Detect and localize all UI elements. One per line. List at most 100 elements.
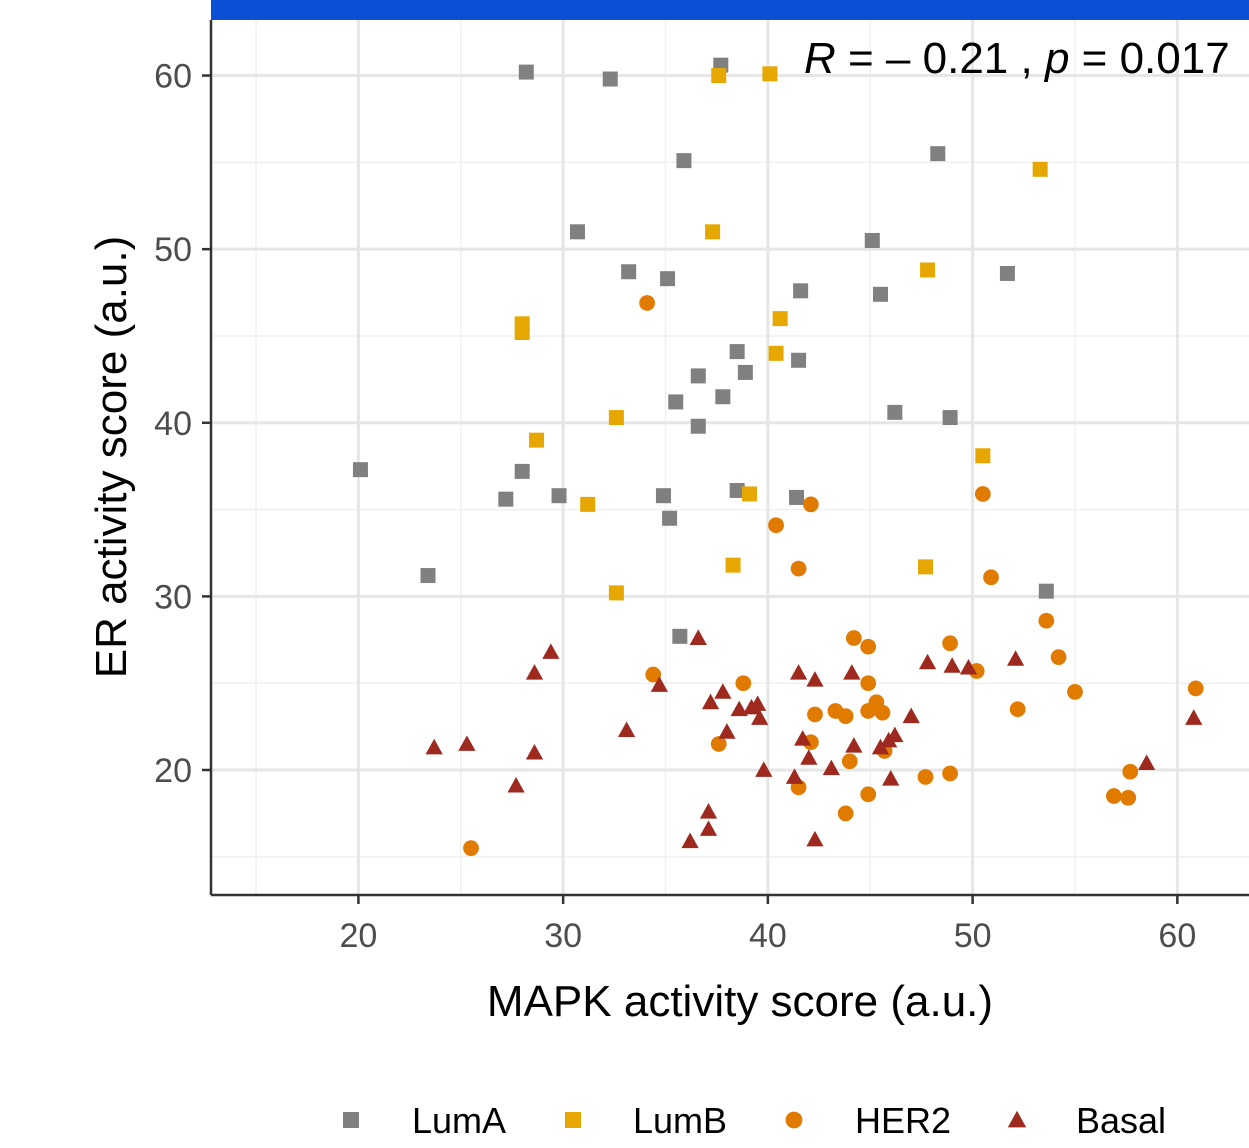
point-basal	[714, 683, 732, 699]
point-basal	[806, 671, 824, 687]
legend-key-basal	[1007, 1110, 1027, 1128]
point-luma	[872, 286, 888, 302]
legend-key-lumb	[565, 1112, 581, 1128]
point-lumb	[705, 224, 721, 240]
point-lumb	[772, 311, 788, 327]
x-axis-title: MAPK activity score (a.u.)	[487, 977, 993, 1026]
point-basal	[943, 657, 961, 673]
point-luma	[690, 418, 706, 434]
point-luma	[729, 482, 745, 498]
point-basal	[822, 759, 840, 776]
point-her2	[463, 840, 479, 856]
point-lumb	[514, 325, 530, 340]
point-luma	[791, 352, 807, 368]
point-basal	[542, 643, 560, 659]
point-her2	[845, 630, 862, 646]
point-her2	[860, 786, 877, 803]
point-lumb	[920, 262, 936, 278]
point-lumb	[918, 559, 934, 575]
point-her2	[807, 706, 823, 723]
point-basal	[918, 653, 937, 670]
point-her2	[837, 708, 854, 725]
point-lumb	[711, 68, 727, 84]
point-basal	[617, 721, 636, 737]
point-luma	[942, 410, 958, 426]
point-luma	[621, 264, 637, 280]
point-luma	[498, 491, 514, 507]
point-her2	[841, 753, 858, 770]
point-basal	[525, 664, 544, 680]
point-luma	[420, 568, 436, 584]
point-basal	[730, 700, 748, 717]
point-luma	[518, 64, 534, 80]
point-her2	[983, 569, 999, 586]
top-blue-band	[211, 0, 1249, 20]
grid-lines	[211, 20, 1249, 895]
point-basal	[785, 768, 804, 784]
y-tick-label: 20	[154, 752, 192, 790]
point-basal	[749, 695, 767, 711]
annotation-r-symbol: R	[804, 34, 836, 83]
point-basal	[689, 629, 707, 645]
point-basal	[806, 830, 824, 847]
x-axis-ticks: 20 30 40 50 60	[339, 895, 1196, 955]
point-basal	[755, 761, 773, 777]
point-her2	[1067, 684, 1083, 700]
point-her2	[802, 496, 819, 513]
point-luma	[551, 488, 567, 504]
point-basal	[681, 832, 699, 849]
point-luma	[737, 364, 753, 380]
point-lumb	[725, 557, 741, 573]
point-her2	[1038, 612, 1055, 629]
point-luma	[999, 265, 1015, 281]
point-luma	[864, 232, 880, 248]
point-basal	[902, 707, 920, 724]
point-luma	[1038, 583, 1054, 599]
point-her2	[917, 769, 934, 785]
legend-label-luma: LumA	[412, 1100, 506, 1141]
plot-panel	[211, 20, 1249, 895]
legend-label-basal: Basal	[1076, 1100, 1166, 1141]
point-basal	[789, 664, 808, 680]
point-basal	[843, 664, 861, 680]
point-lumb	[741, 486, 757, 502]
point-basal	[1138, 754, 1156, 770]
point-her2	[942, 765, 958, 782]
point-basal	[882, 770, 900, 786]
point-luma	[789, 489, 805, 505]
y-tick-label: 50	[154, 231, 192, 269]
point-basal	[507, 777, 525, 793]
legend-label-lumb: LumB	[633, 1100, 727, 1141]
point-her2	[768, 517, 784, 534]
y-axis-title: ER activity score (a.u.)	[87, 236, 136, 679]
point-lumb	[580, 496, 596, 512]
point-basal	[880, 731, 898, 748]
legend-key-luma	[343, 1112, 359, 1128]
point-her2	[860, 638, 877, 655]
legend-key-her2	[785, 1111, 803, 1129]
point-luma	[569, 224, 585, 240]
point-basal	[718, 723, 736, 739]
point-luma	[930, 146, 946, 162]
point-her2	[735, 675, 752, 692]
x-tick-label: 20	[339, 917, 377, 955]
point-basal	[1185, 709, 1203, 725]
x-tick-label: 30	[544, 917, 582, 955]
point-her2	[974, 486, 991, 502]
point-basal	[525, 744, 544, 760]
point-luma	[793, 283, 809, 299]
point-her2	[860, 675, 877, 692]
point-basal	[701, 693, 720, 710]
x-tick-label: 40	[749, 917, 787, 955]
point-her2	[1106, 788, 1122, 804]
point-basal	[699, 820, 718, 836]
point-luma	[672, 628, 688, 644]
y-axis-ticks: 20 30 40 50 60	[154, 58, 211, 790]
point-lumb	[608, 585, 624, 601]
point-basal	[845, 737, 863, 753]
point-luma	[887, 404, 903, 420]
point-lumb	[608, 410, 624, 426]
point-her2	[837, 805, 854, 822]
point-her2	[710, 736, 727, 752]
